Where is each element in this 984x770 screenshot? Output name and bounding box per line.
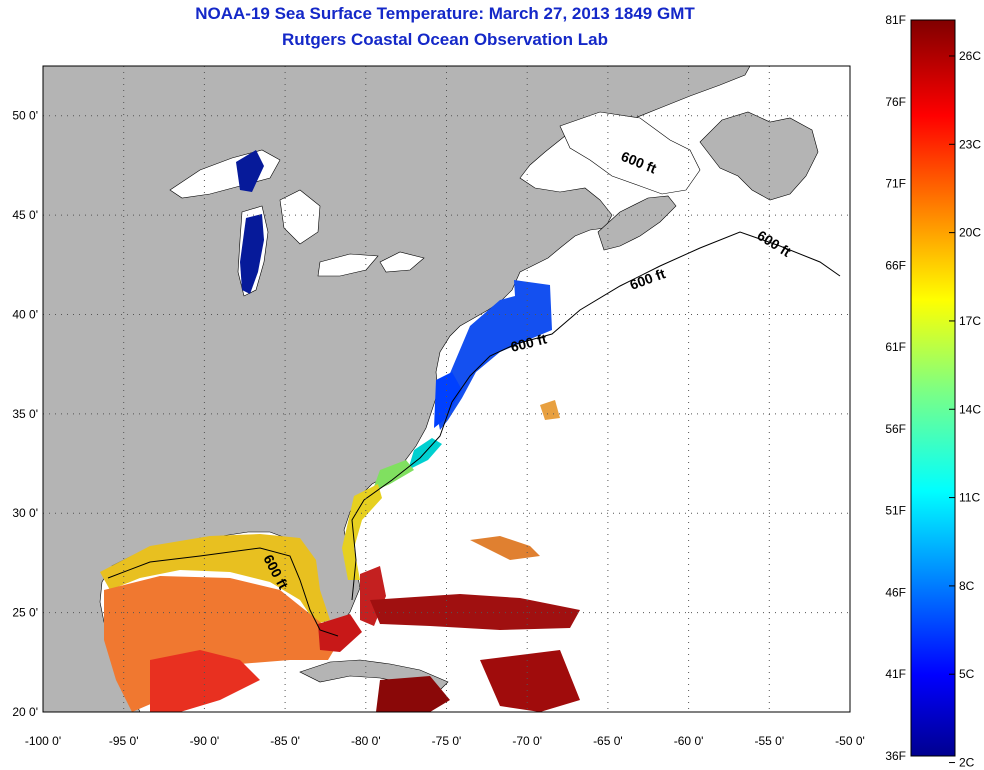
lon-tick-label: -95 0': [109, 734, 139, 748]
colorbar-f-label: 76F: [885, 95, 906, 109]
lat-tick-label: 40 0': [12, 307, 38, 321]
gulf-st-lawrence: [559, 111, 701, 195]
colorbar-c-label: 11C: [959, 491, 980, 505]
colorbar-f-label: 71F: [885, 177, 906, 191]
colorbar-f-label: 51F: [885, 504, 906, 518]
colorbar-f-label: 41F: [885, 667, 906, 681]
lon-tick-label: -55 0': [754, 734, 784, 748]
lon-tick-label: -60 0': [674, 734, 704, 748]
lon-tick-label: -70 0': [512, 734, 542, 748]
map-grid: [43, 66, 850, 712]
colorbar-c-label: 5C: [959, 667, 975, 681]
sst-overlay: [100, 280, 580, 712]
colorbar-c-label: 17C: [959, 314, 981, 328]
lat-tick-label: 35 0': [12, 407, 38, 421]
lon-tick-label: -80 0': [351, 734, 381, 748]
lat-tick-label: 20 0': [12, 705, 38, 719]
chart-subtitle: Rutgers Coastal Ocean Observation Lab: [282, 30, 608, 49]
lon-tick-label: -90 0': [190, 734, 220, 748]
lon-tick-label: -85 0': [270, 734, 300, 748]
colorbar-f-label: 81F: [885, 13, 906, 27]
land-newfoundland: [699, 111, 819, 201]
lon-tick-label: -65 0': [593, 734, 623, 748]
lon-tick-label: -100 0': [25, 734, 61, 748]
lon-tick-label: -50 0': [835, 734, 865, 748]
colorbar-c-label: 14C: [959, 402, 981, 416]
colorbar-c-label: 23C: [959, 137, 981, 151]
colorbar-c-label: 8C: [959, 579, 975, 593]
lat-tick-label: 50 0': [12, 109, 38, 123]
colorbar: [910, 19, 956, 757]
great-lakes-cold: [236, 150, 264, 294]
chart-title: NOAA-19 Sea Surface Temperature: March 2…: [195, 4, 695, 23]
colorbar-fahrenheit-labels: 81F 76F 71F 66F 61F 56F 51F 46F 41F 36F: [885, 13, 906, 763]
colorbar-f-label: 36F: [885, 749, 906, 763]
lon-tick-label: -75 0': [432, 734, 462, 748]
lat-axis: 20 0' 25 0' 30 0' 35 0' 40 0' 45 0' 50 0': [12, 109, 38, 719]
colorbar-c-label: 20C: [959, 226, 981, 240]
plot-frame: [42, 65, 851, 713]
colorbar-c-label: 26C: [959, 49, 981, 63]
lon-axis: -100 0' -95 0' -90 0' -85 0' -80 0' -75 0' -70…: [25, 734, 865, 748]
colorbar-c-label: 2C: [959, 756, 975, 770]
land-nova-scotia: [597, 195, 677, 251]
lat-tick-label: 25 0': [12, 606, 38, 620]
colorbar-celsius-labels: 26C 23C 20C 17C 14C 11C 8C 5C 2C: [949, 49, 981, 770]
lat-tick-label: 45 0': [12, 208, 38, 222]
colorbar-f-label: 66F: [885, 258, 906, 272]
contour-600ft: [107, 231, 841, 637]
colorbar-f-label: 46F: [885, 585, 906, 599]
colorbar-f-label: 56F: [885, 422, 906, 436]
lat-tick-label: 30 0': [12, 506, 38, 520]
colorbar-f-label: 61F: [885, 340, 906, 354]
